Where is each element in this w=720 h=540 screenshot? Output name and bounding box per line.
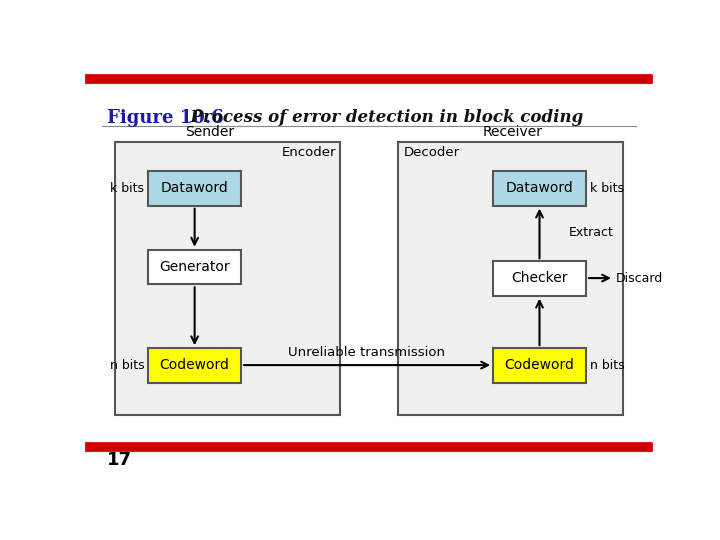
Bar <box>493 171 586 206</box>
Text: 17: 17 <box>107 451 132 469</box>
Text: Process of error detection in block coding: Process of error detection in block codi… <box>179 109 583 126</box>
Text: n bits: n bits <box>590 359 624 372</box>
Text: Encoder: Encoder <box>282 146 336 159</box>
Text: n bits: n bits <box>109 359 144 372</box>
Text: Generator: Generator <box>159 260 230 274</box>
Text: Codeword: Codeword <box>505 358 575 372</box>
Text: k bits: k bits <box>590 181 624 194</box>
Bar <box>493 261 586 296</box>
Bar <box>148 171 241 206</box>
Bar <box>398 142 624 415</box>
Text: Dataword: Dataword <box>161 181 228 195</box>
Text: Extract: Extract <box>569 226 614 239</box>
Bar <box>148 249 241 284</box>
Text: Codeword: Codeword <box>160 358 230 372</box>
Text: Decoder: Decoder <box>404 146 460 159</box>
Text: k bits: k bits <box>110 181 144 194</box>
Bar <box>148 348 241 383</box>
Text: Sender: Sender <box>186 125 235 139</box>
Bar <box>114 142 340 415</box>
Text: Checker: Checker <box>511 271 568 285</box>
Bar <box>493 348 586 383</box>
Text: Receiver: Receiver <box>482 125 542 139</box>
Text: Figure 10.6: Figure 10.6 <box>107 109 224 127</box>
Text: Unreliable transmission: Unreliable transmission <box>288 346 445 359</box>
Text: Discard: Discard <box>616 272 663 285</box>
Text: Dataword: Dataword <box>505 181 573 195</box>
